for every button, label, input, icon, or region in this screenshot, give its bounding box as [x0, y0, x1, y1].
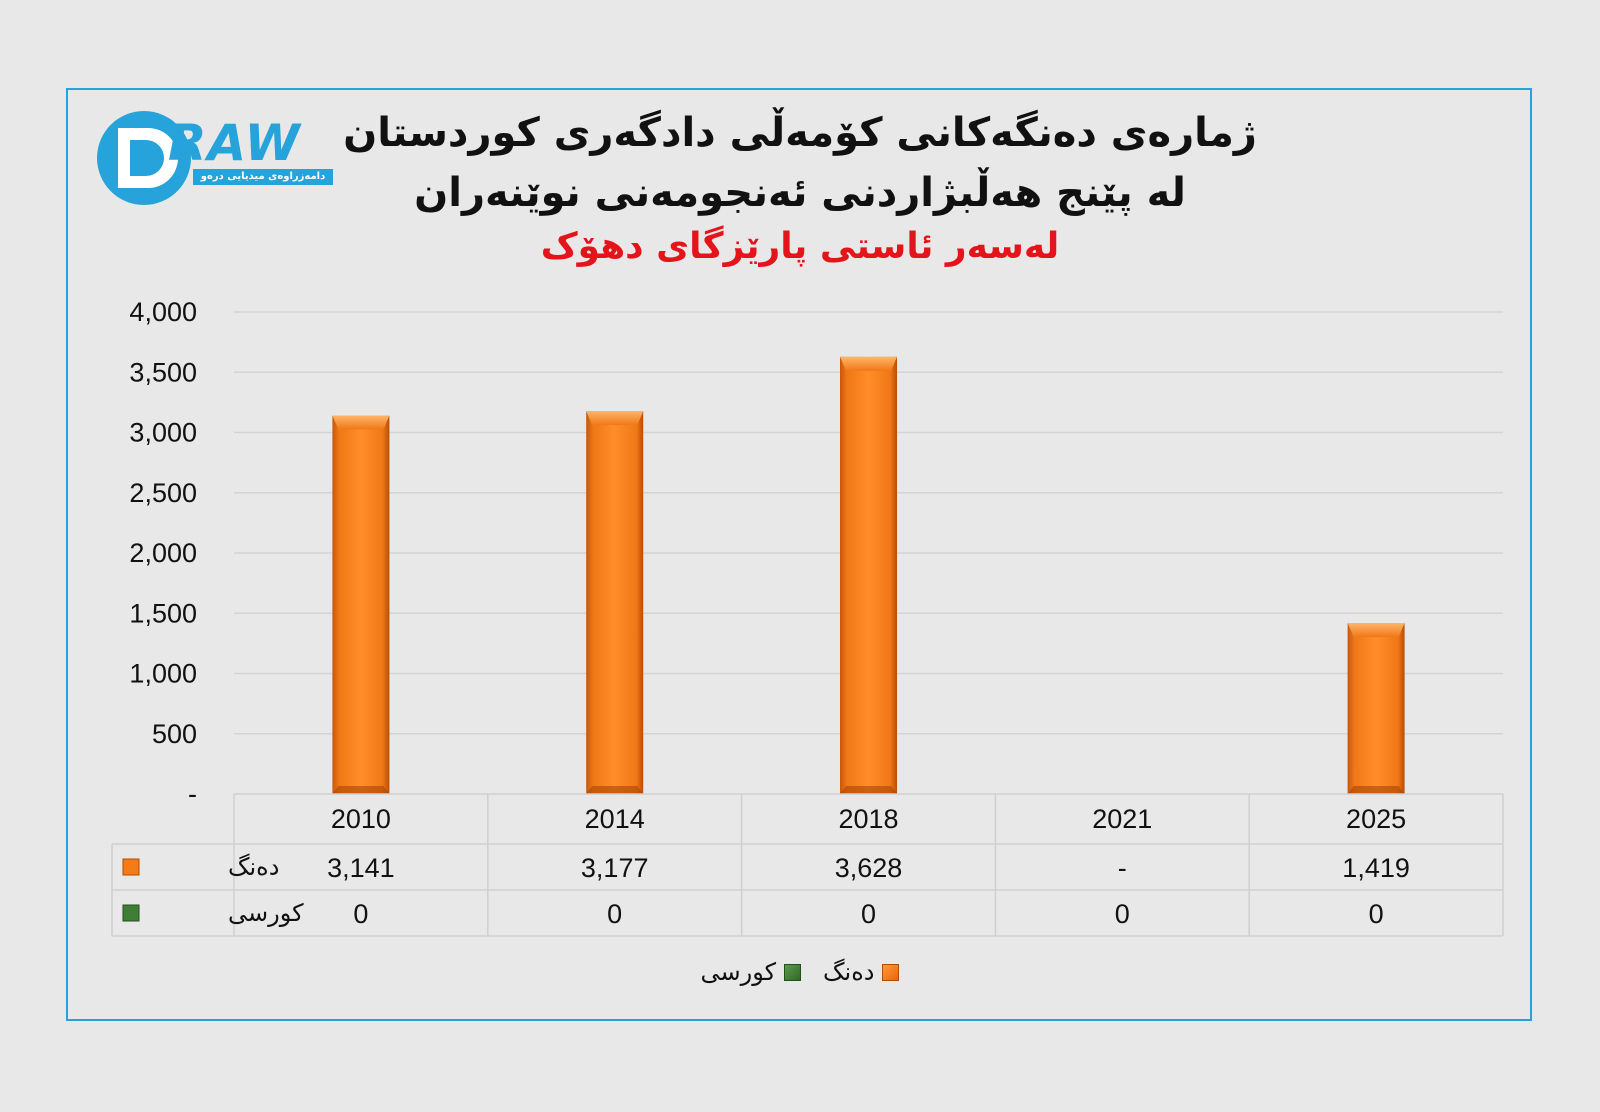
legend-item-votes: دەنگ — [823, 958, 900, 986]
data-label: 0 — [1369, 899, 1384, 929]
votes-swatch — [882, 963, 900, 981]
bar-votes — [840, 356, 897, 794]
draw-logo — [97, 111, 191, 205]
x-tick-label: 2018 — [838, 804, 898, 834]
bar-votes — [586, 411, 644, 794]
legend-label-votes: دەنگ — [823, 958, 875, 986]
y-tick-label: 500 — [152, 719, 197, 749]
series-row-label: دەنگ — [228, 853, 279, 881]
x-tick-label: 2021 — [1092, 804, 1152, 834]
x-tick-label: 2025 — [1346, 804, 1406, 834]
bar-votes-cap — [840, 356, 897, 371]
legend-item-seats: کورسی — [701, 958, 802, 986]
data-label: 0 — [861, 899, 876, 929]
x-tick-label: 2010 — [331, 804, 391, 834]
bar-votes-base — [840, 786, 897, 794]
y-tick-label: 3,000 — [129, 418, 197, 448]
legend-label-seats: کورسی — [700, 958, 777, 986]
chart-subtitle: لەسەر ئاستی پارێزگای دهۆک — [540, 226, 1060, 267]
bar-votes-cap — [332, 415, 390, 430]
y-tick-label: 1,000 — [129, 659, 197, 689]
seats-swatch — [784, 963, 802, 981]
data-label: 3,141 — [327, 853, 395, 883]
bar-votes-base — [586, 786, 644, 794]
votes-swatch — [122, 858, 140, 876]
seats-swatch — [122, 904, 140, 922]
y-tick-label: 2,500 — [129, 478, 197, 508]
chart-title-line-2: لە پێنج هەڵبژاردنی ئەنجومەنی نوێنەران — [414, 170, 1186, 216]
chart-title: ژمارەی دەنگەکانی کۆمەڵی دادگەری کوردستان — [343, 110, 1257, 156]
y-tick-label: 4,000 — [129, 297, 197, 327]
bar-votes-cap — [1347, 623, 1405, 638]
bar-votes-base — [1347, 786, 1405, 794]
data-label: 0 — [607, 899, 622, 929]
chart-legend: کورسی دەنگ — [0, 958, 1600, 986]
y-tick-label: - — [188, 779, 197, 809]
bar-votes-base — [332, 786, 390, 794]
x-tick-label: 2014 — [585, 804, 645, 834]
series-row-label: کورسی — [228, 899, 304, 927]
logo-tagline: دامەزراوەی میدیایی درەو — [193, 169, 333, 185]
data-label: 3,177 — [581, 853, 649, 883]
bar-votes — [1347, 623, 1405, 794]
chart-frame — [66, 88, 1532, 1021]
data-label: 0 — [353, 899, 368, 929]
logo-wordmark: RAW — [168, 114, 301, 172]
y-tick-label: 2,000 — [129, 538, 197, 568]
data-label: 0 — [1115, 899, 1130, 929]
data-label: 1,419 — [1342, 853, 1410, 883]
bar-votes — [332, 415, 390, 794]
y-tick-label: 1,500 — [129, 598, 197, 628]
y-tick-label: 3,500 — [129, 357, 197, 387]
bar-votes-cap — [586, 411, 644, 426]
data-label: - — [1118, 853, 1127, 883]
data-label: 3,628 — [835, 853, 903, 883]
